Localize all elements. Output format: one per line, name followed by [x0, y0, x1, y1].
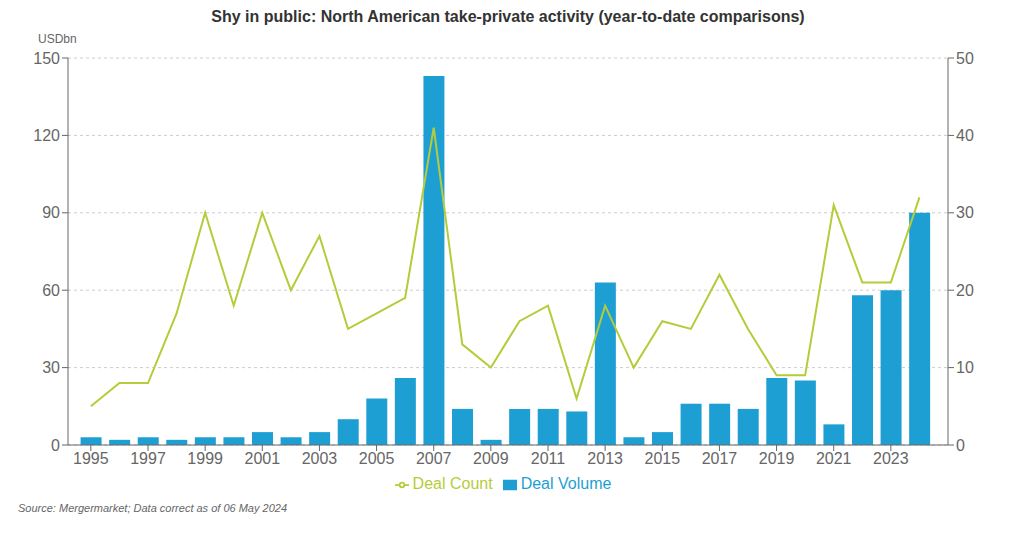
svg-text:0: 0 — [51, 437, 60, 454]
svg-text:2015: 2015 — [644, 450, 680, 467]
svg-text:2023: 2023 — [873, 450, 909, 467]
html-text:Source: Mergermarket; Data cor: Source: Mergermarket; Data correct as of… — [18, 502, 287, 514]
svg-text:2013: 2013 — [587, 450, 623, 467]
svg-text:1995: 1995 — [73, 450, 109, 467]
svg-text:2009: 2009 — [473, 450, 509, 467]
svg-text:2001: 2001 — [244, 450, 280, 467]
svg-text:2019: 2019 — [759, 450, 795, 467]
svg-text:40: 40 — [956, 127, 974, 144]
html-text:Deal Volume: Deal Volume — [520, 475, 612, 492]
html-text:Shy in public: North American: Shy in public: North American take-priva… — [211, 8, 805, 25]
svg-text:120: 120 — [33, 127, 60, 144]
svg-text:2003: 2003 — [302, 450, 338, 467]
svg-text:2005: 2005 — [359, 450, 395, 467]
svg-text:2007: 2007 — [416, 450, 452, 467]
html-text:USDbn: USDbn — [38, 32, 77, 46]
svg-text:0: 0 — [956, 437, 965, 454]
svg-text:2011: 2011 — [531, 450, 566, 467]
svg-text:2017: 2017 — [702, 450, 738, 467]
html-text:Deal Count: Deal Count — [412, 475, 493, 492]
svg-text:2021: 2021 — [816, 450, 852, 467]
svg-text:90: 90 — [42, 204, 60, 221]
svg-text:60: 60 — [42, 282, 60, 299]
svg-text:150: 150 — [33, 50, 60, 67]
svg-text:20: 20 — [956, 282, 974, 299]
svg-text:50: 50 — [956, 50, 974, 67]
svg-text:30: 30 — [956, 204, 974, 221]
svg-text:30: 30 — [42, 359, 60, 376]
svg-text:1999: 1999 — [187, 450, 223, 467]
svg-text:1997: 1997 — [130, 450, 166, 467]
svg-text:10: 10 — [956, 359, 974, 376]
